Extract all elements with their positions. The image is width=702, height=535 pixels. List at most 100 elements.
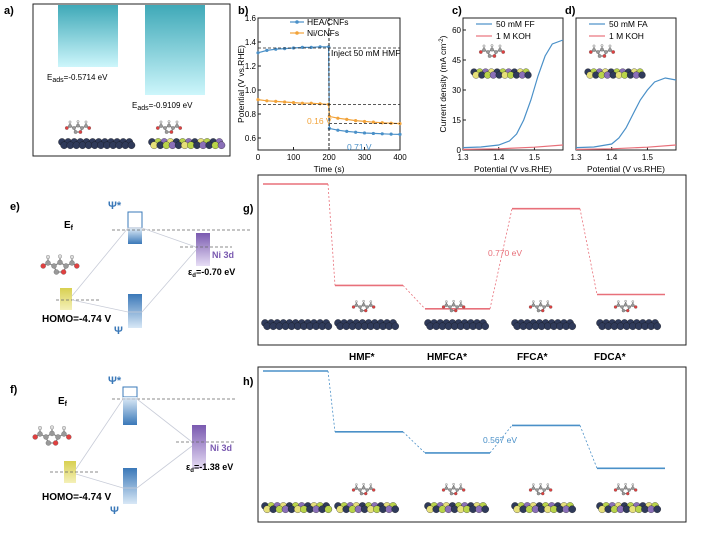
molecule-atom xyxy=(37,431,43,437)
legend-label: 1 M KOH xyxy=(496,31,531,41)
data-point xyxy=(309,101,313,105)
intermediate-label-hmf: HMF* xyxy=(349,352,375,363)
psi-star-label: Ψ* xyxy=(108,200,122,212)
molecule-atom xyxy=(452,483,455,486)
molecule-atom xyxy=(549,305,553,309)
data-point xyxy=(336,116,340,120)
data-point xyxy=(336,128,340,132)
x-tick-label: 0 xyxy=(256,153,261,162)
molecule-atom xyxy=(80,126,84,130)
orbital-connector-upper xyxy=(75,398,193,470)
panel-label-c: c) xyxy=(452,5,462,17)
x-tick-label: 1.5 xyxy=(642,153,654,162)
molecule-atom xyxy=(84,120,88,124)
panel-label-e: e) xyxy=(10,201,20,213)
molecule-atom xyxy=(454,491,458,496)
y-tick-label: 0 xyxy=(457,146,462,155)
molecule-atom xyxy=(87,126,92,130)
psi-star-label: Ψ* xyxy=(108,375,122,387)
data-point xyxy=(371,131,375,136)
x-tick-label: 1.4 xyxy=(493,153,505,162)
molecule-atom xyxy=(159,124,163,128)
molecule-atom xyxy=(623,486,628,490)
molecule-atom xyxy=(66,434,72,440)
y-tick-label: 0.6 xyxy=(245,134,257,143)
panel-label-h: h) xyxy=(243,376,254,388)
molecule-atom xyxy=(451,303,456,307)
molecule-atom xyxy=(74,263,80,269)
energy-connector xyxy=(579,208,598,295)
molecule-atom xyxy=(531,486,536,490)
molecule-atom xyxy=(613,305,618,309)
energy-connector xyxy=(402,285,426,310)
series-line-1-m-koh xyxy=(575,144,677,150)
molecule-atom xyxy=(490,47,494,52)
slab-atom xyxy=(391,505,399,513)
y-tick-label: 45 xyxy=(452,56,461,65)
molecule-atom xyxy=(155,126,160,130)
molecule-atom xyxy=(78,130,83,134)
x-tick-label: 1.4 xyxy=(606,153,618,162)
molecule-atom xyxy=(364,308,368,313)
y-tick-label: 30 xyxy=(452,86,461,95)
molecule-atom xyxy=(486,50,490,54)
molecule-atom xyxy=(441,488,446,492)
molecule-atom xyxy=(369,483,373,486)
orbital-connector-lower xyxy=(71,249,197,313)
molecule-atom xyxy=(498,44,502,48)
molecule-atom xyxy=(546,300,550,303)
molecule-atom xyxy=(455,488,459,492)
molecule-atom xyxy=(616,303,621,307)
molecule-atom xyxy=(61,431,67,437)
delta-hea-annotation: 0.71 V xyxy=(347,142,372,152)
slab-atom xyxy=(653,322,661,330)
hmf-molecule-e xyxy=(40,254,80,275)
chronopotentiometry-plot: 0 100 200 300 400 0.6 0.8 1.0 1.2 1.4 1.6 Time (s) P… xyxy=(236,14,407,174)
molecule-atom xyxy=(546,303,550,307)
molecule-atom xyxy=(365,305,369,309)
molecule-atom xyxy=(60,269,67,275)
slab-atom xyxy=(324,322,333,330)
molecule-atom xyxy=(359,491,364,496)
molecule-atom xyxy=(361,486,366,490)
data-point xyxy=(371,120,375,124)
molecule-atom xyxy=(38,426,42,430)
molecule-atom xyxy=(351,488,356,492)
y-tick-label: 15 xyxy=(452,116,461,125)
molecule-atom xyxy=(536,491,541,496)
molecule-atom xyxy=(624,300,627,303)
molecule-atom xyxy=(613,488,618,492)
data-point xyxy=(318,45,322,49)
x-axis-label: Potential (V vs.RHE) xyxy=(587,164,665,174)
molecule-atom xyxy=(362,300,365,303)
molecule-atom xyxy=(592,44,596,48)
molecule-atom xyxy=(76,120,80,123)
molecule-atom xyxy=(454,308,458,313)
molecule-atom xyxy=(462,488,466,492)
molecule-atom xyxy=(159,120,163,124)
molecule-atom xyxy=(164,130,169,134)
molecule-atom xyxy=(482,48,486,52)
molecule-atom xyxy=(361,303,366,307)
psi-band xyxy=(128,294,142,328)
molecule-atom xyxy=(45,440,52,446)
molecule-atom xyxy=(617,300,620,303)
orbital-connector-upper xyxy=(71,227,197,297)
data-point xyxy=(256,98,260,102)
y-axis-label-text: Current density (mA cm xyxy=(438,44,448,133)
molecule-atom xyxy=(52,440,59,446)
x-tick-label: 1.3 xyxy=(570,153,582,162)
molecule-atom xyxy=(536,308,541,313)
energy-connector xyxy=(579,425,598,469)
panel-a-frame xyxy=(32,3,231,157)
data-point xyxy=(389,121,393,125)
intermediate-label-hmfca: HMFCA* xyxy=(427,352,467,363)
slab-atom xyxy=(638,71,646,79)
molecule-atom xyxy=(449,308,454,313)
molecule-atom xyxy=(604,50,608,54)
slab-atom xyxy=(481,505,489,513)
molecule-atom xyxy=(541,308,545,313)
molecule-atom xyxy=(358,488,362,492)
molecule-atom xyxy=(532,300,535,303)
molecule-atom xyxy=(588,50,593,54)
